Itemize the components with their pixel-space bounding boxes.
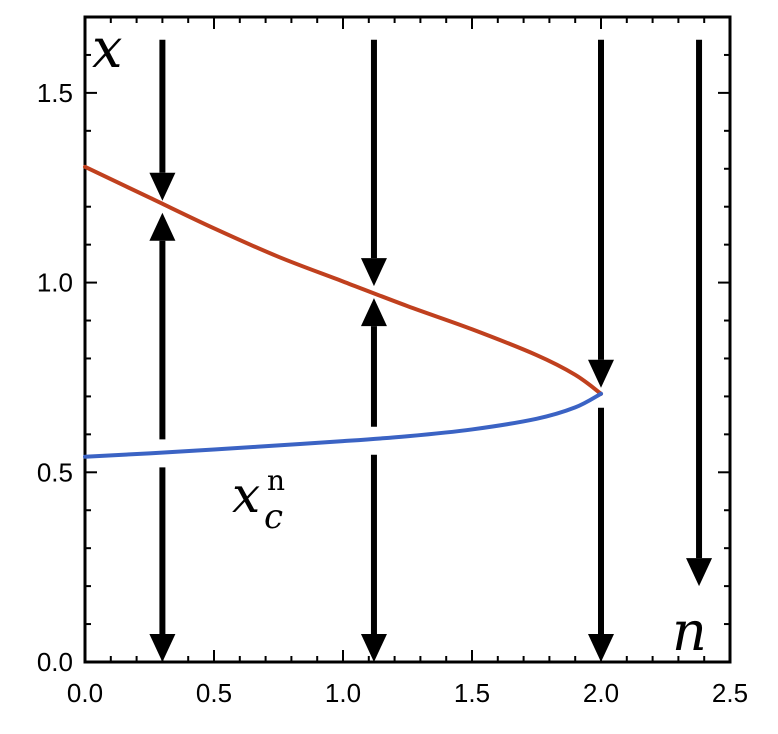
unstable-branch-line bbox=[83, 391, 603, 459]
flow-arrow-head-down bbox=[588, 359, 614, 388]
flow-arrow-head-down bbox=[686, 558, 713, 587]
x-tick-label: 1.0 bbox=[325, 678, 361, 708]
stable-branch-line bbox=[83, 164, 603, 396]
x-tick-label: 2.0 bbox=[583, 678, 619, 708]
y-tick-label: 0.5 bbox=[37, 457, 73, 487]
flow-arrow-head-down bbox=[149, 172, 176, 201]
x-tick-label: 0.0 bbox=[67, 678, 103, 708]
annotation-superscript: n bbox=[267, 464, 285, 497]
y-tick-label: 1.0 bbox=[37, 268, 73, 298]
flow-arrow-head-down bbox=[588, 634, 614, 662]
y-tick-labels: 0.0 0.5 1.0 1.5 bbox=[37, 78, 73, 677]
x-tick-label: 2.5 bbox=[712, 678, 748, 708]
flow-arrow-head-down bbox=[360, 258, 387, 287]
flow-arrow-head-up bbox=[360, 298, 387, 327]
x-tick-label: 1.5 bbox=[454, 678, 490, 708]
y-tick-label: 0.0 bbox=[37, 647, 73, 677]
annotation-subscript: c bbox=[264, 497, 283, 537]
y-axis-label: x bbox=[92, 17, 122, 80]
y-tick-label: 1.5 bbox=[37, 78, 73, 108]
critical-point-label: x c n bbox=[232, 464, 285, 537]
x-tick-label: 0.5 bbox=[196, 678, 232, 708]
flow-arrows bbox=[149, 39, 713, 662]
flow-arrow-head-up bbox=[149, 212, 176, 241]
x-tick-labels: 0.0 0.5 1.0 1.5 2.0 2.5 bbox=[67, 678, 748, 708]
flow-arrow-head-down bbox=[360, 634, 387, 662]
series-layer bbox=[83, 164, 603, 459]
x-axis-label: n bbox=[672, 600, 707, 663]
axis-ticks bbox=[84, 16, 731, 663]
plot-frame bbox=[83, 15, 732, 664]
annotation-base: x bbox=[232, 466, 260, 524]
flow-arrow-head-down bbox=[149, 634, 176, 662]
